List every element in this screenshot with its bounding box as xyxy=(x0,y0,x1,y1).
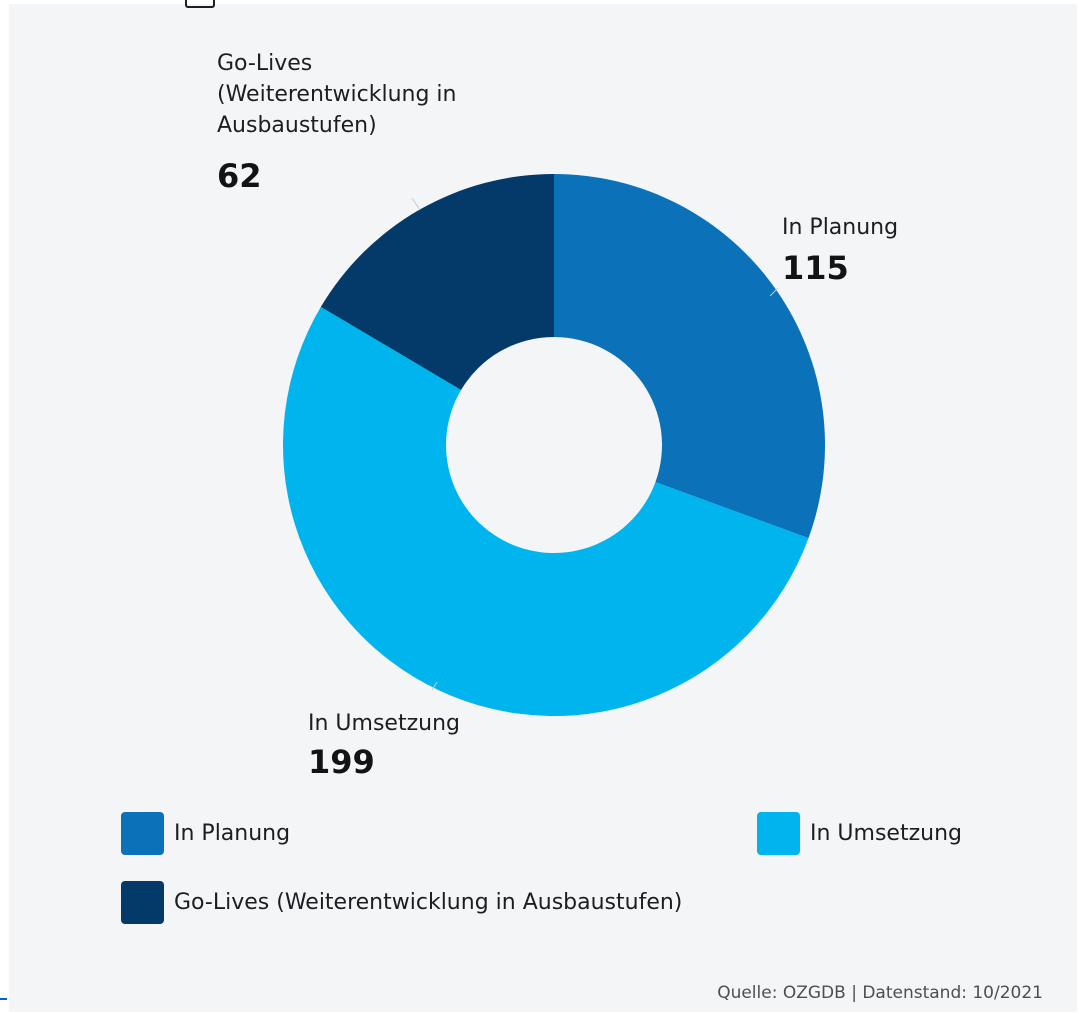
legend-item-umsetzung: In Umsetzung xyxy=(757,812,962,855)
chart-card xyxy=(9,4,1077,1012)
umsetzung-label: In Umsetzung xyxy=(308,711,460,736)
slice-planung xyxy=(554,174,826,539)
golives-value: 62 xyxy=(217,157,262,195)
slice-golives xyxy=(320,174,554,390)
slice-umsetzung xyxy=(283,306,809,716)
source-note: Quelle: OZGDB | Datenstand: 10/2021 xyxy=(717,983,1043,1003)
leader-umsetzung xyxy=(431,681,438,691)
legend-label-golives: Go-Lives (Weiterentwicklung in Ausbaustu… xyxy=(174,890,683,915)
legend-swatch-umsetzung xyxy=(757,812,800,855)
golives-label-line-2: (Weiterentwicklung in xyxy=(217,82,457,107)
leader-planung xyxy=(769,287,779,297)
planung-label: In Planung xyxy=(782,215,899,240)
legend-label-planung: In Planung xyxy=(174,821,291,846)
golives-label-line-3: Ausbaustufen) xyxy=(217,113,377,138)
legend-swatch-planung xyxy=(121,812,164,855)
umsetzung-value: 199 xyxy=(308,743,375,781)
golives-label: Go-Lives (Weiterentwicklung in Ausbaustu… xyxy=(217,48,456,141)
planung-value: 115 xyxy=(782,249,849,287)
golives-label-line-1: Go-Lives xyxy=(217,51,313,76)
legend-item-golives: Go-Lives (Weiterentwicklung in Ausbaustu… xyxy=(121,881,682,924)
leader-golives xyxy=(411,197,421,211)
cropped-glyph xyxy=(185,0,215,8)
legend-label-umsetzung: In Umsetzung xyxy=(810,821,962,846)
edge-mark xyxy=(0,998,7,1000)
legend-item-planung: In Planung xyxy=(121,812,290,855)
legend-swatch-golives xyxy=(121,881,164,924)
